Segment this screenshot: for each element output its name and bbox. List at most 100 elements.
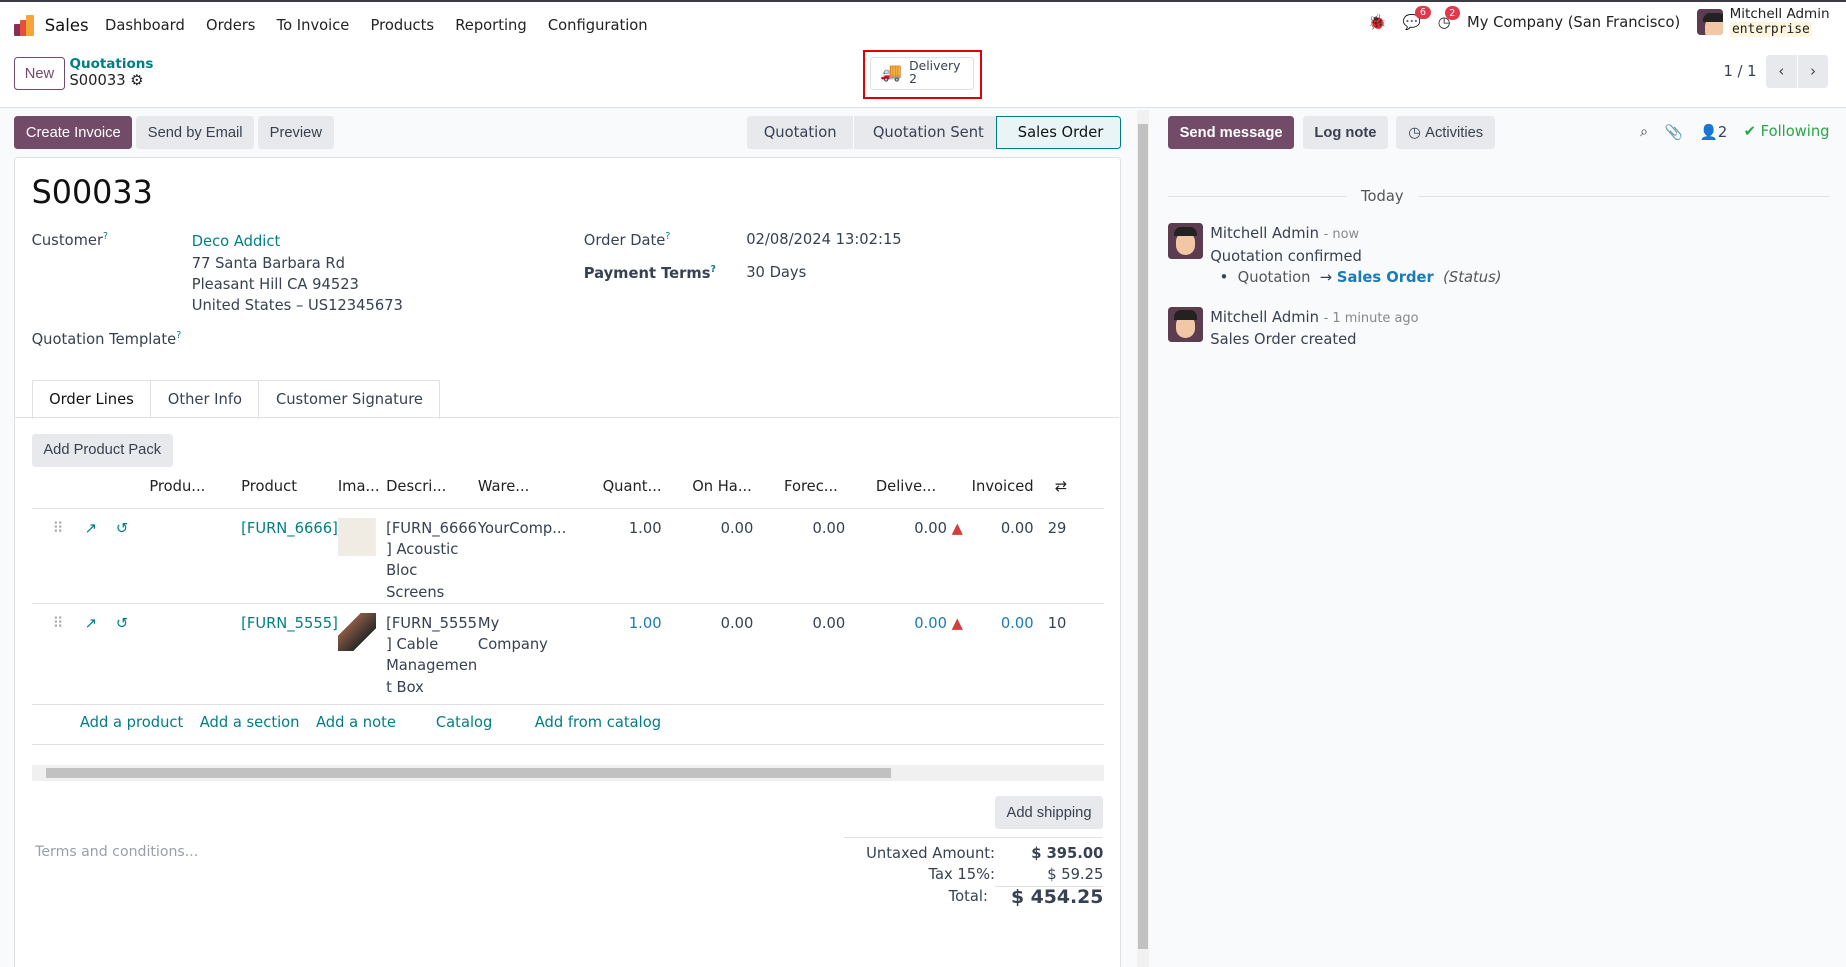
reset-icon[interactable]: ↺ — [115, 519, 129, 537]
add-product-link[interactable]: Add a product — [79, 714, 184, 732]
followers-button[interactable]: 👤2 — [1699, 124, 1728, 142]
sales-app-icon[interactable] — [14, 14, 35, 37]
col-warehouse[interactable]: Ware... — [477, 478, 530, 496]
add-from-catalog-link[interactable]: Add from catalog — [534, 714, 662, 732]
send-message-button[interactable]: Send message — [1167, 116, 1295, 150]
pager-next-button[interactable]: › — [1797, 54, 1829, 88]
table-row[interactable]: ⠿ ↗ ↺ [FURN_5555] [FURN_5555] Cable Managem… — [31, 603, 1105, 705]
horizontal-scrollbar[interactable] — [31, 764, 1105, 782]
product-link[interactable]: [FURN_5555] — [241, 615, 338, 633]
payment-terms-value[interactable]: 30 Days — [746, 264, 807, 282]
database-name: enterprise — [1729, 22, 1813, 38]
menu-dashboard[interactable]: Dashboard — [105, 17, 185, 35]
activities-button[interactable]: ◷ Activities — [1396, 116, 1495, 150]
message-author[interactable]: Mitchell Admin — [1210, 225, 1319, 243]
author-avatar[interactable] — [1167, 223, 1204, 259]
total-value: $ 454.25 — [995, 885, 1104, 908]
product-link[interactable]: [FURN_6666] — [241, 519, 338, 537]
message-author[interactable]: Mitchell Admin — [1210, 308, 1319, 326]
col-on-hand[interactable]: On Ha... — [692, 478, 752, 496]
description-line: Managemen — [386, 657, 478, 675]
order-date-value[interactable]: 02/08/2024 13:02:15 — [746, 231, 902, 249]
gear-icon[interactable]: ⚙ — [130, 71, 144, 89]
col-description[interactable]: Descri... — [386, 478, 447, 496]
col-product[interactable]: Product — [241, 478, 297, 496]
pager-previous-button[interactable]: ‹ — [1765, 54, 1797, 88]
top-navbar: Sales Dashboard Orders To Invoice Produc… — [0, 2, 1846, 50]
tab-customer-signature[interactable]: Customer Signature — [259, 379, 441, 419]
drag-handle-icon[interactable]: ⠿ — [52, 615, 64, 633]
untaxed-label: Untaxed Amount: — [866, 844, 996, 862]
breadcrumb-current: S00033 — [69, 71, 126, 89]
open-external-icon[interactable]: ↗ — [84, 519, 98, 537]
company-switcher[interactable]: My Company (San Francisco) — [1467, 13, 1681, 31]
following-button[interactable]: ✔ Following — [1743, 123, 1830, 141]
following-label: Following — [1760, 123, 1830, 141]
col-quantity[interactable]: Quant... — [602, 478, 662, 496]
description-line: [FURN_6666 — [386, 519, 478, 537]
tab-order-lines[interactable]: Order Lines — [31, 379, 152, 419]
delivered-value[interactable]: 0.00 — [914, 519, 947, 537]
customer-link[interactable]: Deco Addict — [191, 233, 281, 251]
new-button[interactable]: New — [14, 57, 65, 91]
quantity-value[interactable]: 1.00 — [628, 519, 662, 537]
vertical-scrollbar[interactable] — [1137, 110, 1150, 967]
forecast-graph-icon[interactable]: ▲ — [951, 519, 963, 537]
scrollbar-thumb[interactable] — [1138, 124, 1148, 949]
forecast-graph-icon[interactable]: ▲ — [951, 615, 963, 633]
app-name[interactable]: Sales — [44, 16, 89, 36]
quantity-value[interactable]: 1.00 — [628, 615, 662, 633]
col-product-variant[interactable]: Produ... — [149, 478, 206, 496]
create-invoice-button[interactable]: Create Invoice — [14, 116, 133, 150]
open-external-icon[interactable]: ↗ — [84, 615, 98, 633]
user-menu[interactable]: Mitchell Admin enterprise — [1696, 6, 1830, 38]
log-note-button[interactable]: Log note — [1302, 116, 1389, 150]
pager-value[interactable]: 1 / 1 — [1723, 62, 1757, 80]
add-product-pack-button[interactable]: Add Product Pack — [31, 433, 173, 467]
catalog-link[interactable]: Catalog — [435, 714, 493, 732]
menu-orders[interactable]: Orders — [206, 17, 256, 35]
product-image — [337, 517, 376, 556]
on-hand-value: 0.00 — [720, 519, 754, 537]
messages-icon[interactable]: 💬 6 — [1403, 5, 1431, 31]
tab-other-info[interactable]: Other Info — [151, 379, 260, 419]
notebook-tabs: Order Lines Other Info Customer Signatur… — [31, 379, 441, 419]
terms-conditions-input[interactable]: Terms and conditions... — [35, 843, 199, 860]
menu-reporting[interactable]: Reporting — [455, 17, 527, 35]
reset-icon[interactable]: ↺ — [115, 615, 129, 633]
status-quotation-sent[interactable]: Quotation Sent — [852, 116, 996, 150]
send-by-email-button[interactable]: Send by Email — [136, 116, 255, 150]
order-date-label: Order Date — [583, 232, 666, 250]
activities-clock-icon[interactable]: ◷ 2 — [1438, 6, 1460, 31]
delivered-value[interactable]: 0.00 — [914, 615, 947, 633]
tracking-new-value: Sales Order — [1336, 268, 1434, 286]
tracking-old-value: Quotation — [1237, 268, 1311, 286]
author-avatar[interactable] — [1167, 306, 1204, 343]
drag-handle-icon[interactable]: ⠿ — [52, 519, 64, 537]
debug-bug-icon[interactable]: 🐞 — [1368, 14, 1387, 32]
table-row[interactable]: ⠿ ↗ ↺ [FURN_6666] [FURN_6666] Acoustic Bloc… — [31, 508, 1105, 604]
optional-columns-icon[interactable]: ⇄ — [1054, 478, 1068, 496]
add-section-link[interactable]: Add a section — [199, 714, 300, 732]
delivery-smart-button[interactable]: 🚚 Delivery 2 — [869, 56, 975, 90]
menu-configuration[interactable]: Configuration — [547, 17, 648, 35]
col-forecast[interactable]: Forec... — [784, 478, 838, 496]
paperclip-icon[interactable]: 📎 — [1664, 124, 1684, 142]
status-quotation[interactable]: Quotation — [747, 116, 853, 150]
order-lines-table: Produ... Product Ima... Descri... Ware..… — [31, 466, 1105, 745]
search-icon[interactable]: ⌕ — [1640, 123, 1649, 141]
scrollbar-thumb[interactable] — [45, 768, 892, 778]
status-sales-order[interactable]: Sales Order — [995, 116, 1121, 150]
menu-to-invoice[interactable]: To Invoice — [276, 17, 350, 35]
col-image[interactable]: Ima... — [337, 478, 380, 496]
add-note-link[interactable]: Add a note — [315, 714, 396, 732]
breadcrumb-quotations[interactable]: Quotations — [69, 56, 154, 73]
menu-products[interactable]: Products — [370, 17, 435, 35]
address-line: Pleasant Hill CA 94523 — [191, 275, 359, 293]
truncated-value: 29 — [1047, 519, 1067, 537]
add-shipping-button[interactable]: Add shipping — [994, 796, 1104, 830]
col-invoiced[interactable]: Invoiced — [971, 478, 1034, 496]
preview-button[interactable]: Preview — [257, 116, 334, 150]
followers-count: 2 — [1717, 124, 1728, 142]
col-delivered[interactable]: Delive... — [875, 478, 937, 496]
